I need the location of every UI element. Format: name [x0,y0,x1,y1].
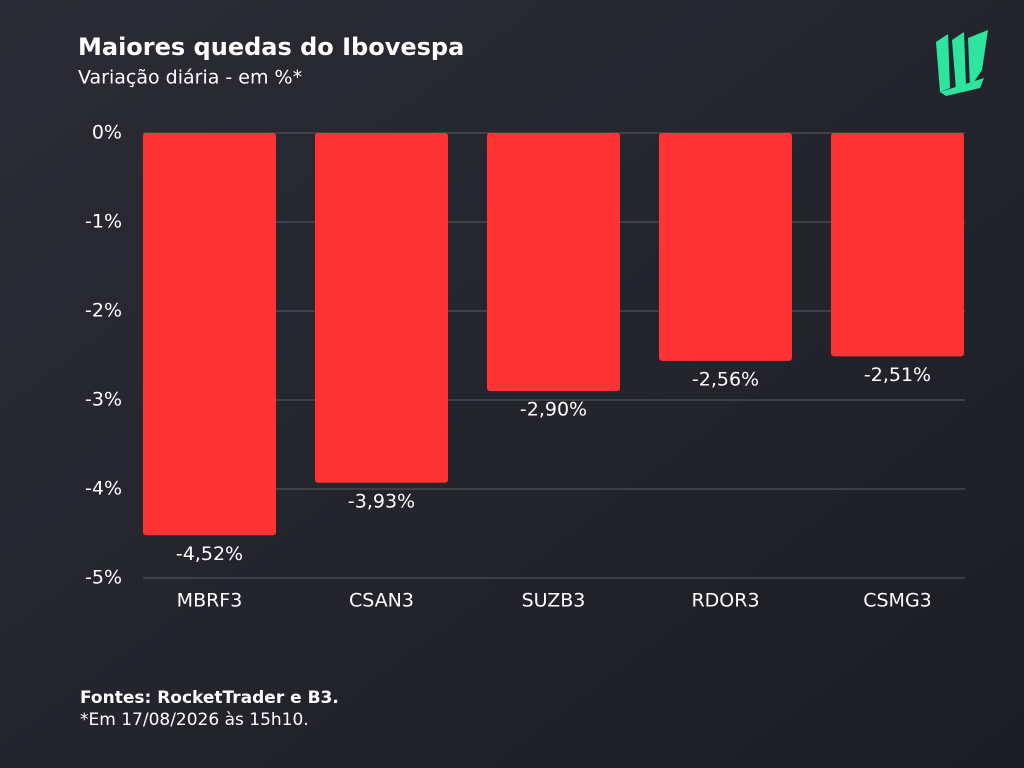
y-tick-label: -2% [85,300,122,322]
y-tick-label: -1% [85,211,122,233]
value-label: -2,56% [692,368,759,390]
value-label: -4,52% [176,543,243,565]
value-label: -2,90% [520,399,587,421]
y-tick-label: 0% [92,122,122,144]
bar [659,133,792,361]
chart-title: Maiores quedas do Ibovespa [78,33,464,61]
x-tick-label: RDOR3 [691,590,759,612]
logo-part [968,30,988,88]
source: Fontes: RocketTrader e B3. [80,688,339,708]
bar [315,133,448,483]
x-tick-label: CSMG3 [863,590,932,612]
y-tick-label: -3% [85,389,122,411]
logo-part [940,78,984,96]
bar [831,133,964,357]
logo-part [936,34,950,92]
logo [936,30,988,96]
note: *Em 17/08/2026 às 15h10. [80,710,309,730]
logo-part [952,32,966,90]
chart-subtitle: Variação diária - em %* [78,67,302,89]
x-tick-label: MBRF3 [177,590,243,612]
x-tick-label: CSAN3 [349,590,414,612]
value-label: -3,93% [348,490,415,512]
value-label: -2,51% [864,364,931,386]
y-tick-label: -5% [85,567,122,589]
x-tick-label: SUZB3 [522,590,586,612]
bar [143,133,276,536]
y-tick-label: -4% [85,478,122,500]
bar [487,133,620,392]
